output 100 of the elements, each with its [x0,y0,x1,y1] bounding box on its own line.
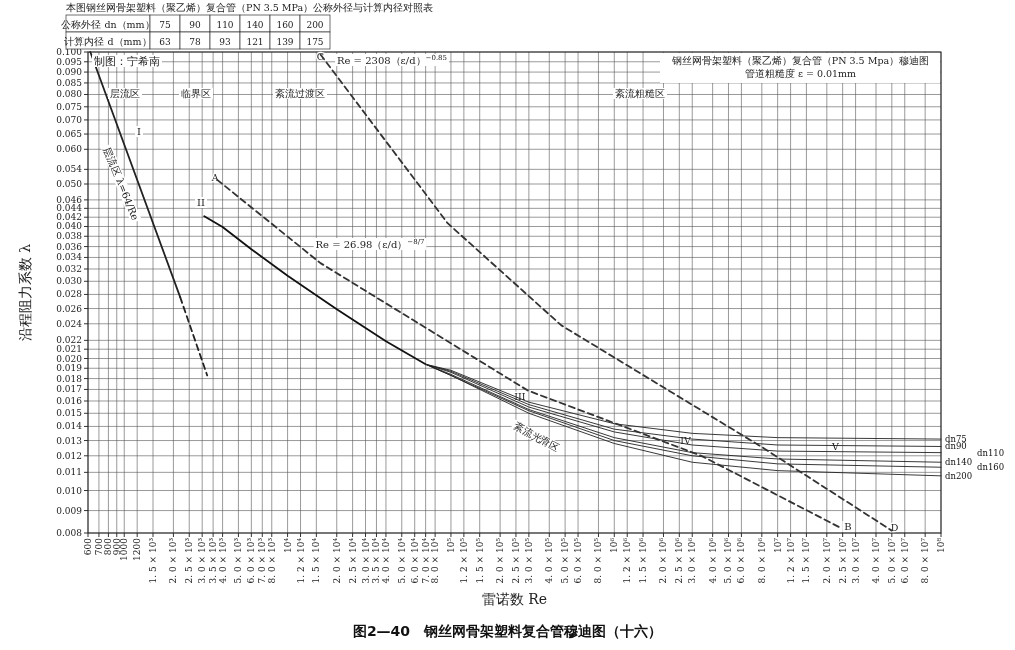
x-tick-label: 6. 0 × 10⁵ [573,537,584,584]
y-tick-label: 0.009 [56,505,83,516]
annotation: 紊流光滑区 [511,420,562,454]
x-tick-label: 4. 0 × 10⁴ [380,537,391,584]
annotation: Re = 26.98（ε/d）$^{−8/7}$ [315,238,425,250]
x-axis-title: 雷诺数 Re [481,591,548,607]
x-tick-label: 3. 0 × 10⁴ [360,537,371,584]
x-tick-label: 2. 0 × 10⁴ [331,537,342,584]
y-tick-label: 0.095 [56,56,83,67]
y-tick-label: 0.010 [56,485,83,496]
x-tick-label: 3. 5 × 10⁴ [371,537,382,584]
x-tick-label: 1. 5 × 10⁵ [474,537,485,584]
y-tick-label: 0.080 [56,89,83,100]
y-tick-label: 0.044 [56,203,83,214]
y-tick-label: 0.026 [56,303,83,314]
x-tick-label: 10⁴ [282,537,293,554]
y-tick-label: 0.016 [56,396,83,406]
x-tick-label: 10⁷ [772,537,783,554]
x-tick-label: 1. 5 × 10³ [148,537,158,584]
annotation: 紊流粗糙区 [615,88,665,99]
y-tick-label: 0.022 [56,335,82,346]
x-tick-label: 6. 0 × 10⁶ [736,537,747,584]
y-tick-label: 0.014 [56,421,83,432]
y-tick-label: 0.012 [56,450,82,461]
x-tick-label: 2. 0 × 10³ [168,537,179,584]
x-tick-label: 3. 0 × 10⁵ [523,537,534,584]
x-tick-label: 2. 5 × 10⁴ [347,537,358,584]
x-tick-label: 1. 2 × 10⁵ [458,537,469,584]
text: dn160 [977,462,1005,473]
y-axis-title: 沿程阻力系数 λ [17,243,33,342]
x-tick-label: 8. 0 × 10⁵ [593,537,604,584]
y-tick-label: 0.075 [56,101,83,112]
x-tick-label: 4. 0 × 10⁵ [544,537,555,584]
x-tick-label: 2. 0 × 10⁷ [821,537,832,584]
x-tick-label: 10⁵ [445,537,456,554]
series-label: dn140 [945,457,973,468]
x-tick-label: 4. 0 × 10⁶ [707,537,718,584]
annotation: II [197,197,205,208]
x-tick-label: 2. 5 × 10⁷ [837,537,848,584]
x-tick-label: 1. 2 × 10⁶ [622,537,633,584]
x-tick-label: 6. 0 × 10³ [246,537,257,584]
x-tick-label: 2. 0 × 10⁶ [658,537,669,584]
x-tick-label: 7. 0 × 10⁴ [420,537,431,584]
x-tick-label: 3. 5 × 10³ [208,537,219,584]
x-tick-label: 1. 2 × 10⁷ [785,537,796,584]
x-tick-label: 1000 [119,537,130,561]
x-tick-label: 3. 0 × 10⁶ [687,537,698,584]
y-tick-label: 0.021 [56,344,82,355]
annotation: 紊流过渡区 [275,88,325,99]
x-tick-label: 2. 5 × 10⁵ [510,537,521,584]
y-tick-label: 0.030 [56,276,83,287]
annotation: D [890,522,899,534]
x-tick-label: 1. 5 × 10⁶ [638,537,649,584]
y-tick-label: 0.040 [56,221,83,232]
y-tick-label: 0.065 [56,129,83,140]
x-tick-label: 4. 0 × 10⁷ [871,537,881,584]
y-tick-label: 0.015 [56,408,83,419]
x-tick-label: 700 [93,537,104,556]
x-tick-label: 4. 0 × 10³ [217,537,228,584]
x-tick-label: 2. 5 × 10⁶ [674,537,685,584]
y-tick-label: 0.046 [56,194,83,205]
annotation: I [137,126,142,137]
x-tick-label: 8. 0 × 10⁶ [756,537,767,584]
text: 管道粗糙度 ε = 0.01mm [744,68,857,79]
annotation: 层流区 [110,88,140,99]
annotation: IV [680,434,691,446]
y-tick-label: 0.036 [56,241,83,252]
chart-title: 钢丝网骨架塑料（聚乙烯）复合管（PN 3.5 Mpa）穆迪图 [670,55,930,66]
x-tick-label: 1. 5 × 10⁴ [311,537,322,584]
x-tick-label: 6. 0 × 10⁷ [899,537,910,584]
x-tick-label: 1. 5 × 10⁷ [801,537,812,584]
y-tick-label: 0.019 [56,363,83,374]
y-tick-label: 0.060 [56,144,83,155]
y-tick-label: 0.008 [56,528,83,538]
x-tick-label: 5. 0 × 10⁷ [886,537,897,584]
x-tick-label: 5. 0 × 10⁵ [560,537,571,584]
x-tick-label: 7. 0 × 10³ [257,537,268,584]
y-tick-label: 0.054 [56,164,83,175]
y-tick-label: 0.017 [56,384,83,395]
y-tick-label: 0.042 [56,212,82,223]
y-tick-label: 0.028 [56,289,83,300]
text: dn110 [977,447,1005,458]
x-tick-label: 6. 0 × 10⁴ [409,537,420,584]
y-tick-label: 0.085 [56,77,83,88]
x-tick-label: 2. 5 × 10³ [184,537,195,584]
y-tick-label: 0.024 [56,318,83,329]
y-tick-label: 0.032 [56,263,82,274]
x-tick-label: 800 [103,537,114,556]
x-tick-label: 10⁸ [936,537,946,554]
x-tick-label: 5. 0 × 10⁶ [723,537,734,584]
x-tick-label: 8. 0 × 10⁴ [430,537,441,584]
annotation: 临界区 [181,88,211,99]
y-tick-label: 0.050 [56,179,83,189]
x-tick-label: 2. 0 × 10⁵ [495,537,506,584]
y-tick-label: 0.013 [56,435,83,446]
y-tick-label: 0.034 [56,252,83,263]
annotation: 制图：宁希南 [94,55,160,67]
table: 本图钢丝网骨架塑料（聚乙烯）复合管（PN 3.5 MPa）公称外径与计算内径对照表 公称外径 dn（mm） 75 90 110 140 160 200 计算内径 d（mm） 63 78 93 121 139 175 [61,2,434,50]
caption: 图2—40 钢丝网骨架塑料复合管穆迪图（十六） [352,623,663,639]
x-tick-label: 5. 0 × 10³ [233,537,244,584]
